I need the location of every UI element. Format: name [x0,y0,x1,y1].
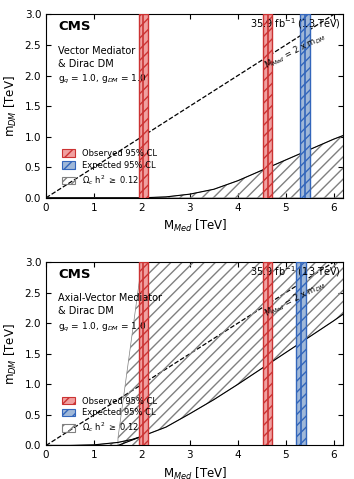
Text: Axial-Vector Mediator
& Dirac DM: Axial-Vector Mediator & Dirac DM [58,293,162,317]
Bar [296,262,306,445]
Bar [263,14,272,198]
Bar [138,262,148,445]
Bar [300,14,310,198]
Text: g$_q$ = 1.0, g$_{DM}$ = 1.0: g$_q$ = 1.0, g$_{DM}$ = 1.0 [58,321,147,334]
Text: Vector Mediator
& Dirac DM: Vector Mediator & Dirac DM [58,46,135,69]
Text: g$_q$ = 1.0, g$_{DM}$ = 1.0: g$_q$ = 1.0, g$_{DM}$ = 1.0 [58,73,147,86]
Text: CMS: CMS [58,20,90,33]
Y-axis label: m$_{DM}$ [TeV]: m$_{DM}$ [TeV] [3,323,19,385]
X-axis label: M$_{Med}$ [TeV]: M$_{Med}$ [TeV] [162,466,227,479]
X-axis label: M$_{Med}$ [TeV]: M$_{Med}$ [TeV] [162,218,227,234]
Bar [263,262,272,445]
Text: 35.9 fb$^{-1}$ (13 TeV): 35.9 fb$^{-1}$ (13 TeV) [250,264,341,279]
Y-axis label: m$_{DM}$ [TeV]: m$_{DM}$ [TeV] [3,75,19,137]
Legend: Observed 95% CL, Expected 95% CL, $\Omega_c$ h$^2$ $\geq$ 0.12: Observed 95% CL, Expected 95% CL, $\Omeg… [59,393,160,438]
Text: M$_{Med}$ = 2 x m$_{DM}$: M$_{Med}$ = 2 x m$_{DM}$ [262,31,328,72]
Text: M$_{Med}$ = 2 x m$_{DM}$: M$_{Med}$ = 2 x m$_{DM}$ [262,278,328,320]
Text: CMS: CMS [58,268,90,281]
Legend: Observed 95% CL, Expected 95% CL, $\Omega_c$ h$^2$ $\geq$ 0.12: Observed 95% CL, Expected 95% CL, $\Omeg… [59,146,160,190]
Bar [138,14,148,198]
Text: 35.9 fb$^{-1}$ (13 TeV): 35.9 fb$^{-1}$ (13 TeV) [250,16,341,31]
